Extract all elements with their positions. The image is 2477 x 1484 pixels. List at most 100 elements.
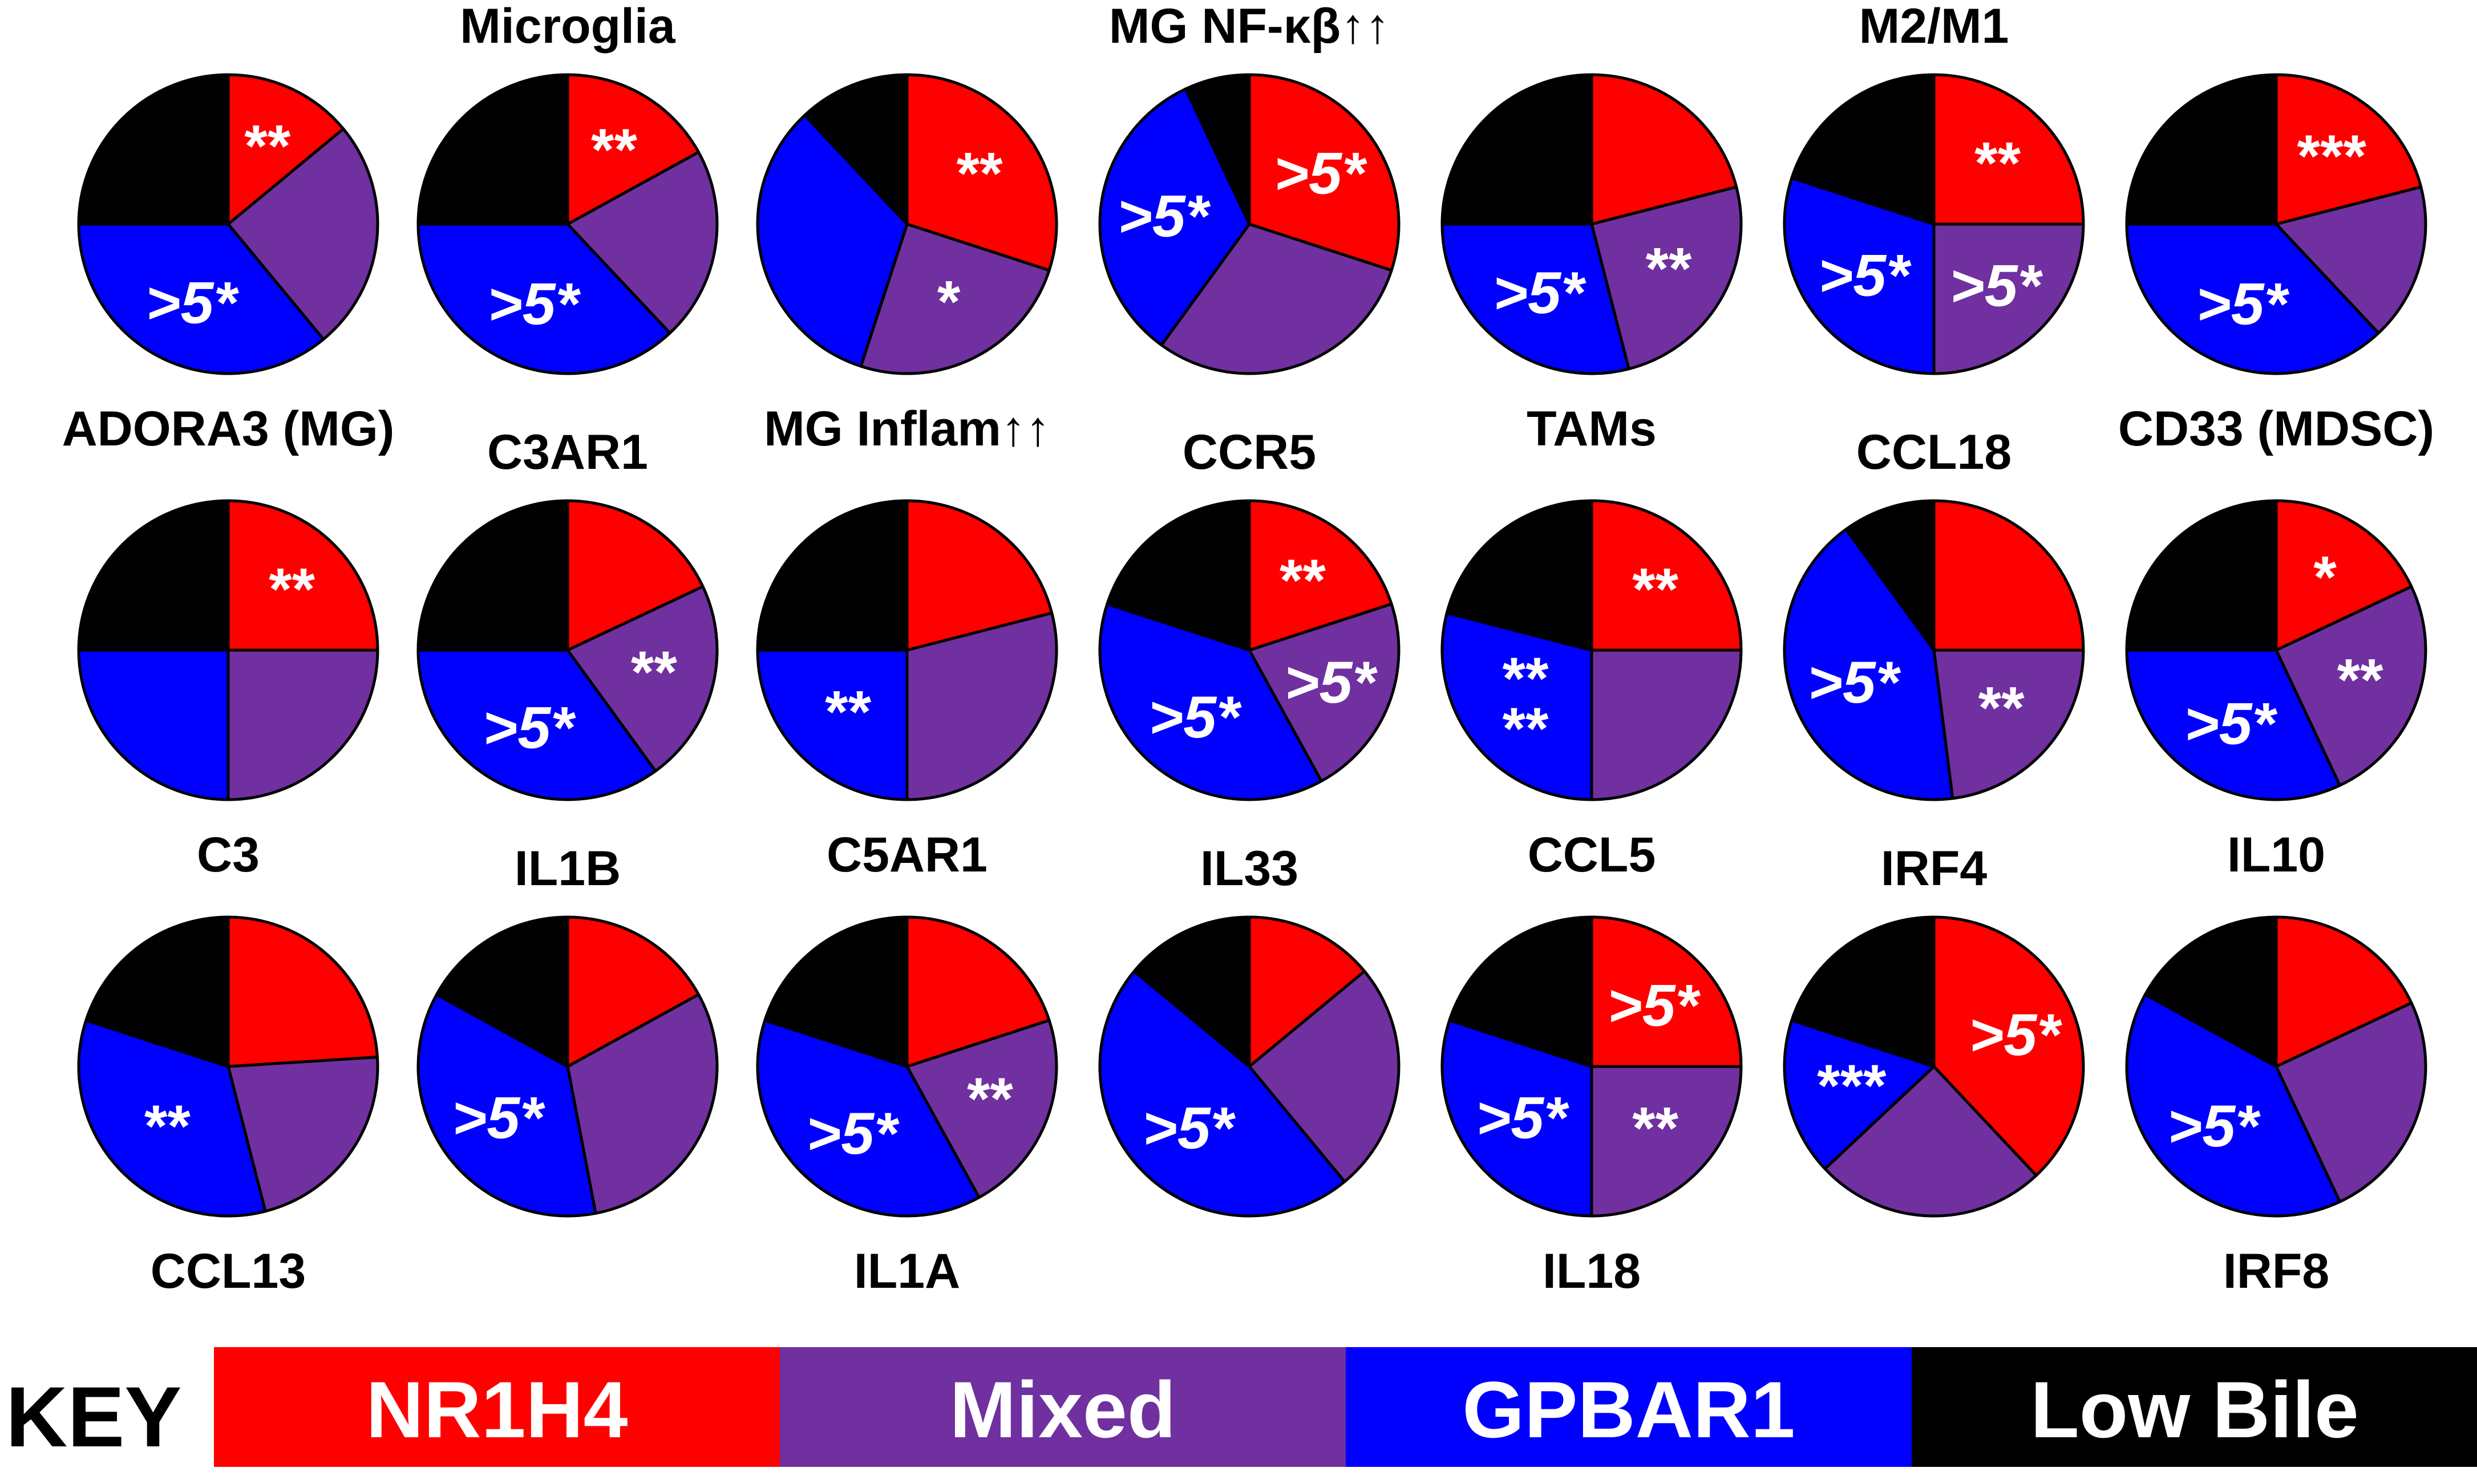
pie-slice-nr1h4 — [2274, 73, 2423, 226]
significance-label: >5* — [1950, 253, 2043, 319]
pie-slice-gpbar1 — [1783, 1019, 1936, 1170]
pie-slice-nr1h4 — [566, 73, 701, 226]
pie-slice-low-bile — [1132, 915, 1251, 1068]
pie-slice-nr1h4 — [226, 915, 379, 1068]
pie-slice-low-bile — [756, 499, 909, 652]
pie-ccl18: ** >5* CCL18 — [1783, 425, 2085, 801]
pie-slice-mixed — [905, 1019, 1058, 1199]
pie-slice-mixed — [1590, 648, 1743, 801]
pie-il10: ***>5*IL10 — [2125, 499, 2427, 882]
pie-ccl5: **** **CCL5 — [1440, 499, 1743, 882]
pie-title: IRF4 — [1881, 841, 1988, 896]
pie-slice-mixed — [1248, 602, 1401, 783]
significance-label: >5* — [1493, 260, 1586, 326]
pie-title: IL1B — [515, 841, 621, 896]
pie-slice-gpbar1 — [77, 648, 230, 801]
pie-title: C3 — [197, 828, 260, 882]
key-label-gpbar1: GPBAR1 — [1462, 1365, 1795, 1454]
pie-slice-gpbar1 — [1098, 602, 1323, 801]
pie-slice-gpbar1 — [756, 113, 909, 368]
key-swatch-mixed — [780, 1347, 1346, 1467]
significance-label: >5* — [1274, 141, 1367, 207]
pie-slice-gpbar1 — [2125, 222, 2380, 375]
pie-irf4: >5* *** IRF4 — [1783, 841, 2085, 1218]
pie-slice-low-bile — [416, 73, 569, 226]
pie-slice-mixed — [1932, 648, 2085, 800]
key-swatch-low-bile — [1912, 1347, 2477, 1467]
significance-label: >5* — [1808, 650, 1901, 716]
pie-slice-low-bile — [77, 499, 230, 652]
pie-slice-low-bile — [1790, 915, 1936, 1068]
pie-slice-low-bile — [1440, 73, 1593, 226]
pie-slice-nr1h4 — [905, 499, 1054, 652]
pie-title: Microglia — [460, 0, 676, 54]
significance-label: ** — [629, 639, 677, 705]
pie-title: MG NF-κβ↑↑ — [1109, 0, 1390, 54]
pie-slice-mixed — [226, 648, 379, 801]
pie-m2-m1: ** >5* >5* M2/M1 — [1783, 0, 2085, 375]
significance-label: ** — [1277, 548, 1326, 614]
pie-slice-low-bile — [77, 73, 230, 226]
pie-slice-mixed — [1590, 185, 1743, 371]
pie-slice-gpbar1 — [1783, 176, 1936, 375]
pie-c5ar1: ** C5AR1 — [756, 499, 1058, 882]
significance-label: ** — [142, 1093, 191, 1159]
pie-title: ADORA3 (MG) — [62, 402, 395, 456]
pie-slice-mixed — [859, 222, 1051, 375]
pie-slice-mixed — [566, 585, 719, 773]
pie-title: CCR5 — [1183, 425, 1316, 480]
pie-slice-gpbar1 — [1440, 611, 1593, 801]
pie-slice-nr1h4 — [566, 915, 701, 1068]
pie-mg-nf: >5* >5* MG NF-κβ↑↑ — [1098, 0, 1401, 375]
pie-slice-low-bile — [763, 915, 909, 1068]
pie-slice-nr1h4 — [1932, 499, 2085, 652]
pie-slice-gpbar1 — [756, 1019, 981, 1218]
pie-tams: ** >5* TAMs — [1440, 73, 1743, 456]
significance-label: >5* — [1969, 1002, 2063, 1068]
pie-title: CCL13 — [151, 1244, 306, 1299]
significance-label: >5* — [1608, 973, 1701, 1039]
pie-title: CCL18 — [1856, 425, 2011, 480]
key-label-low-bile: Low Bile — [2030, 1365, 2359, 1454]
pie-il1b: >5* IL1B — [416, 841, 719, 1218]
pie-slice-gpbar1 — [416, 648, 657, 801]
significance-label: * — [935, 269, 961, 335]
pie-slice-nr1h4 — [1590, 499, 1743, 652]
pie-slice-low-bile — [2125, 73, 2278, 226]
significance-label: >5* — [1819, 242, 1912, 309]
significance-label: ** — [1630, 557, 1678, 623]
significance-label: *** — [2294, 123, 2366, 189]
significance-label: >5* — [1476, 1085, 1570, 1151]
significance-label: >5* — [488, 271, 581, 338]
pie-title: CCL5 — [1528, 828, 1656, 882]
pie-irf8: >5* IRF8 — [2125, 915, 2427, 1299]
pie-slice-mixed — [905, 611, 1058, 801]
pie-slice-nr1h4 — [226, 73, 345, 226]
pie-slice-nr1h4 — [1932, 915, 2085, 1177]
key-swatch-nr1h4 — [214, 1347, 780, 1467]
pie-slice-nr1h4 — [1590, 915, 1743, 1068]
pie-title: C3AR1 — [487, 425, 648, 480]
pie-slice-gpbar1 — [77, 222, 325, 375]
significance-label: >5* — [2184, 691, 2278, 757]
pie-slice-gpbar1 — [1783, 528, 1954, 801]
key-label-mixed: Mixed — [950, 1365, 1176, 1454]
pie-slice-nr1h4 — [2274, 499, 2413, 652]
significance-label: >5* — [2196, 271, 2290, 338]
pie-ccl13: ** CCL13 — [77, 915, 379, 1299]
pie-slice-low-bile — [803, 73, 909, 226]
pie-slice-mixed — [1590, 1065, 1743, 1218]
pie-slice-mixed — [566, 993, 719, 1215]
pie-slice-mixed — [1160, 222, 1393, 375]
pie-slice-nr1h4 — [905, 915, 1051, 1068]
pie-slice-nr1h4 — [1248, 73, 1401, 272]
pie-slice-gpbar1 — [2125, 648, 2342, 801]
significance-label: ** — [266, 557, 315, 623]
significance-label: ** — [823, 679, 871, 745]
pie-title: CD33 (MDSC) — [2118, 402, 2434, 456]
pie-title: IL10 — [2227, 828, 2325, 882]
pie-title: C5AR1 — [827, 828, 987, 882]
pie-slice-gpbar1 — [416, 993, 597, 1218]
pie-grid: **>5*ADORA3 (MG)**>5*Microglia***MG Infl… — [62, 0, 2435, 1299]
pie-slice-nr1h4 — [226, 499, 379, 652]
